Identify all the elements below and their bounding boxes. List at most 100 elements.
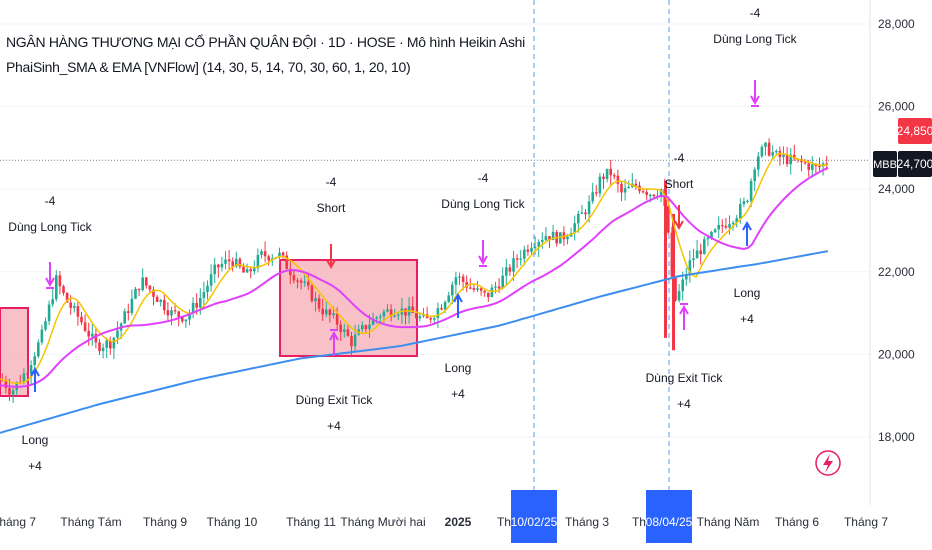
candle-body — [672, 213, 675, 351]
candle-body — [469, 287, 472, 289]
candle-body — [764, 142, 767, 147]
signal-arrowhead — [674, 220, 684, 231]
candle-body — [595, 192, 598, 194]
candle-body — [490, 287, 494, 298]
candle-body — [364, 325, 368, 330]
candle-body — [112, 337, 116, 349]
candle-body — [101, 347, 105, 352]
candle-body — [476, 288, 479, 290]
signal-label: -4 — [674, 151, 685, 165]
candle-body — [397, 314, 400, 316]
candle-body — [461, 276, 465, 282]
candle-body — [116, 330, 119, 338]
candle-body — [29, 365, 33, 374]
candle-body — [137, 288, 141, 291]
candle-body — [415, 313, 418, 319]
signal-arrowhead — [453, 292, 463, 303]
candle-body — [803, 162, 807, 164]
candle-body — [206, 285, 209, 293]
signal-label: Dùng Exit Tick — [296, 393, 374, 407]
candle-body — [465, 281, 468, 288]
candle-body — [487, 292, 490, 298]
signal-arrowhead — [679, 304, 689, 315]
candle-body — [26, 373, 29, 375]
candle-body — [94, 333, 98, 343]
candle-body — [152, 289, 155, 297]
candle-body — [69, 302, 72, 308]
x-tick-label: Tháng 6 — [775, 515, 819, 529]
candle-body — [281, 252, 285, 256]
candle-body — [177, 311, 180, 317]
signal-arrowhead — [742, 220, 752, 231]
candle-body — [123, 311, 126, 324]
candle-body — [350, 335, 353, 347]
y-tick-label: 22,000 — [878, 265, 915, 279]
candle-body — [688, 260, 692, 275]
candle-body — [735, 218, 738, 223]
date-highlight-box — [511, 490, 557, 543]
date-highlight-label: 10/02/25 — [511, 515, 558, 529]
candle-body — [677, 291, 681, 301]
candle-body — [519, 258, 522, 260]
candle-body — [44, 321, 47, 330]
candle-body — [641, 191, 645, 193]
x-tick-label: 2025 — [445, 515, 472, 529]
candle-body — [188, 313, 191, 320]
candle-body — [91, 333, 94, 337]
candle-body — [235, 258, 238, 267]
candle-body — [454, 277, 458, 285]
moving-averages — [0, 152, 829, 434]
candle-body — [664, 180, 667, 338]
candle-body — [508, 267, 512, 272]
candle-body — [436, 308, 440, 319]
candle-body — [767, 142, 771, 156]
candle-body — [181, 316, 184, 322]
signal-label: -4 — [750, 6, 761, 20]
signal-arrowhead — [326, 259, 336, 270]
candle-body — [609, 168, 612, 176]
signal-label: +4 — [740, 312, 754, 326]
candle-body — [451, 284, 454, 296]
price-tag — [898, 118, 932, 144]
candle-body — [497, 286, 501, 289]
candle-body — [130, 298, 134, 313]
candle-body — [379, 316, 382, 318]
candle-body — [368, 324, 371, 330]
candle-body — [393, 315, 396, 317]
candle-body — [789, 154, 792, 165]
x-tick-label: Tháng Mười hai — [340, 515, 425, 529]
price-tag-label: 24,700 — [897, 157, 932, 171]
candle-body — [314, 298, 317, 302]
candle-body — [335, 313, 339, 325]
candle-body — [98, 342, 101, 352]
candle-body — [127, 311, 130, 313]
candle-body — [793, 154, 796, 159]
candle-body — [440, 308, 443, 310]
signal-label: -4 — [45, 194, 56, 208]
candle-body — [530, 247, 533, 252]
candle-body — [627, 186, 630, 189]
symbol-label: MBB — [873, 159, 897, 171]
candle-body — [76, 306, 80, 317]
candle-body — [771, 152, 774, 156]
candle-body — [411, 306, 414, 314]
candle-body — [742, 201, 746, 205]
candle-body — [346, 329, 350, 336]
candle-body — [209, 274, 213, 286]
candle-body — [73, 306, 76, 308]
x-tick-label: Tháng 11 — [286, 515, 336, 529]
candle-body — [343, 329, 346, 333]
candle-body — [551, 231, 555, 241]
candle-body — [184, 319, 188, 322]
candle-body — [818, 166, 821, 168]
candle-body — [256, 254, 260, 269]
candle-body — [533, 246, 537, 249]
candle-body — [667, 206, 670, 233]
candle-body — [710, 231, 713, 238]
candle-body — [389, 309, 393, 317]
signal-arrowhead — [750, 95, 760, 106]
candle-body — [807, 163, 810, 170]
signal-arrowhead — [478, 255, 488, 266]
indicator-legend[interactable]: PhaiSinh_SMA & EMA [VNFlow] (14, 30, 5, … — [6, 59, 411, 75]
